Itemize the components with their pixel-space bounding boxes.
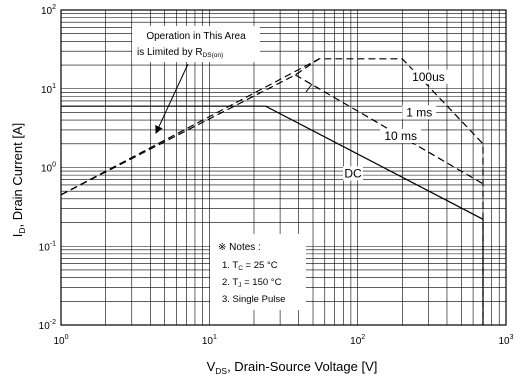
operation-line2: is Limited by RDS(on) [137, 47, 223, 59]
plot-frame [60, 9, 507, 326]
notes-annotation: ※ Notes : 1. TC = 25 °C 2. TJ = 150 °C 3… [210, 234, 306, 310]
series-label: 100us [412, 70, 445, 84]
x-tick-label: 101 [202, 334, 217, 347]
y-tick-label: 102 [41, 4, 56, 17]
y-tick-label: 100 [41, 162, 56, 175]
y-axis-title: ID, Drain Current [A] [10, 123, 27, 238]
y-tick-label: 101 [41, 83, 56, 96]
x-tick-label: 103 [498, 334, 513, 347]
note-2: 2. TJ = 150 °C [222, 277, 282, 289]
y-tick-label: 10-1 [39, 240, 56, 253]
series-label: 10 ms [384, 129, 417, 143]
series-label-bg [342, 166, 363, 181]
x-tick-label: 102 [350, 334, 365, 347]
operation-line1: Operation in This Area [146, 31, 246, 42]
series-100us-line [60, 58, 484, 325]
series-label: DC [344, 166, 362, 180]
series-label-bg [380, 129, 422, 144]
series-label: 1 ms [406, 105, 432, 119]
notes-box [210, 234, 306, 310]
annotation-arrows [155, 63, 313, 134]
notes-title: ※ Notes : [218, 242, 261, 253]
series-labels: 100us 1 ms 10 ms DC [342, 69, 449, 181]
operation-annotation: Operation in This Area is Limited by RDS… [132, 26, 260, 62]
grid-lines [61, 10, 506, 325]
x-tick-label: 100 [53, 334, 68, 347]
note-1: 1. TC = 25 °C [222, 260, 278, 272]
series-label-bg [402, 105, 437, 120]
tick-labels: 100 101 102 103 102 101 100 10-1 10-2 [39, 4, 514, 347]
series-label-bg [407, 69, 449, 84]
note-3: 3. Single Pulse [222, 294, 285, 305]
operation-arrow [155, 63, 189, 134]
series-dc-line [61, 105, 484, 325]
series-lines [60, 58, 484, 325]
x-axis-title: VDS, Drain-Source Voltage [V] [207, 359, 378, 376]
series-1-ms-line [294, 74, 484, 185]
arrow-tick-mark [305, 83, 313, 93]
y-tick-label: 10-2 [39, 319, 56, 332]
operation-annotation-box [132, 26, 260, 62]
